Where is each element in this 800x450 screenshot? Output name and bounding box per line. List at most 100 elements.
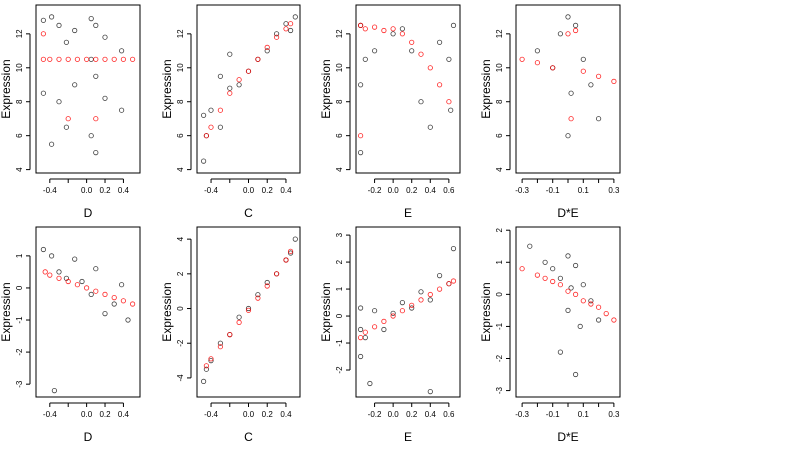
plot-frame	[35, 4, 141, 174]
data-point	[47, 272, 53, 278]
data-point	[120, 56, 127, 62]
y-axis-title: Expression	[0, 59, 13, 118]
data-point	[399, 299, 405, 306]
data-point	[56, 22, 62, 28]
y-axis-title: Expression	[160, 59, 174, 118]
x-tick-label: 0.6	[443, 410, 455, 419]
data-point	[65, 56, 71, 62]
data-point	[102, 95, 108, 101]
data-point	[427, 65, 433, 71]
data-point	[111, 301, 117, 307]
data-point	[93, 150, 99, 156]
x-axis-title: D*E	[557, 430, 578, 444]
y-axis-title: Expression	[319, 59, 333, 118]
data-point	[381, 27, 387, 34]
data-point	[93, 116, 99, 122]
x-axis-title: D	[84, 430, 93, 444]
y-tick-label: 4	[176, 167, 185, 172]
x-tick-label: -0.2	[368, 186, 382, 195]
scatter-panel-5: -0.4 0.0 0.2 0.4 -3 -2 -1 0 1 D Expression	[0, 226, 141, 444]
data-point	[84, 285, 90, 291]
y-tick-label: 10	[495, 63, 504, 72]
data-point	[568, 285, 574, 291]
data-point	[362, 26, 368, 32]
data-point	[534, 48, 541, 54]
data-point	[236, 319, 242, 325]
data-point	[72, 82, 78, 88]
y-tick-label: 6	[495, 133, 504, 138]
x-axis-title: E	[404, 430, 412, 444]
data-point	[245, 68, 252, 74]
data-point	[565, 288, 571, 294]
x-tick-label: 0.0	[243, 410, 255, 419]
data-point	[572, 22, 579, 28]
data-point	[119, 282, 125, 288]
data-point	[111, 56, 117, 62]
data-point	[436, 286, 443, 292]
data-point	[588, 82, 594, 88]
data-point	[273, 34, 280, 40]
y-tick-label: 10	[15, 63, 24, 72]
data-point	[557, 349, 564, 355]
data-point	[588, 301, 594, 307]
data-point	[580, 282, 586, 288]
plot-frame	[196, 226, 301, 398]
y-tick-label: -1	[495, 322, 504, 330]
y-tick-label: 6	[15, 133, 24, 138]
data-point	[56, 275, 62, 281]
data-point	[287, 248, 294, 254]
data-point	[120, 298, 127, 304]
data-point	[217, 124, 223, 130]
scatter-panel-8: -0.3 -0.1 0.1 0.3 -3 -2 -1 0 1 2 D*E Expression	[479, 226, 621, 444]
data-point	[371, 48, 378, 54]
data-point	[595, 317, 602, 323]
y-tick-label: 1	[335, 286, 344, 291]
data-point	[283, 26, 289, 32]
data-point	[390, 313, 396, 319]
data-point	[357, 353, 364, 360]
data-point	[580, 68, 586, 74]
y-tick-label: -1	[15, 316, 24, 324]
y-tick-label: 12	[176, 29, 185, 38]
data-point	[577, 323, 583, 329]
y-tick-label: -2	[15, 348, 24, 356]
y-tick-label: 1	[495, 260, 504, 265]
data-point	[292, 14, 298, 20]
x-tick-label: 0.4	[118, 186, 130, 195]
data-point	[390, 310, 396, 316]
data-point	[201, 112, 207, 118]
x-axis-title: D*E	[557, 206, 578, 220]
data-point	[203, 363, 209, 369]
x-tick-label: 0.0	[388, 410, 400, 419]
x-tick-label: 0.6	[443, 186, 455, 195]
data-point	[264, 279, 270, 286]
data-point	[357, 326, 364, 333]
data-point	[565, 14, 571, 20]
data-point	[93, 22, 99, 28]
data-point	[217, 73, 223, 79]
data-point	[595, 304, 602, 310]
data-point	[56, 56, 62, 62]
plot-frame	[355, 4, 461, 174]
x-tick-label: 0.4	[425, 410, 437, 419]
data-point	[550, 278, 556, 285]
x-tick-label: -0.4	[43, 186, 57, 195]
data-point	[287, 250, 294, 256]
data-point	[427, 297, 433, 303]
data-point	[565, 307, 571, 313]
plot-frame	[355, 226, 461, 398]
data-point	[102, 310, 108, 317]
data-point	[568, 90, 574, 96]
data-point	[450, 22, 457, 28]
x-tick-label: 0.0	[81, 186, 93, 195]
y-tick-label: -2	[495, 354, 504, 362]
data-point	[264, 283, 270, 289]
data-point	[102, 291, 108, 297]
y-tick-label: 0	[495, 292, 504, 297]
y-tick-label: 12	[15, 29, 24, 38]
data-point	[580, 56, 586, 62]
y-tick-label: 3	[335, 232, 344, 237]
data-point	[371, 308, 378, 314]
data-point	[119, 107, 125, 113]
